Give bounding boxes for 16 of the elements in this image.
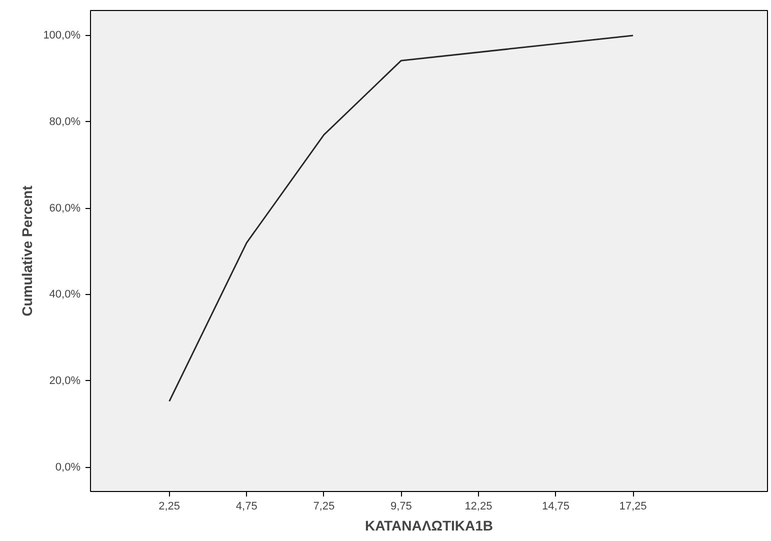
x-tick-label: 7,25	[313, 500, 335, 512]
x-tick-label: 12,25	[464, 500, 492, 512]
x-tick-label: 2,25	[158, 500, 180, 512]
x-axis-title: ΚΑΤΑΝΑΛΩΤΙΚΑ1Β	[364, 518, 494, 534]
x-tick-label: 4,75	[236, 500, 258, 512]
y-tick-label: 20,0%	[49, 374, 81, 387]
y-tick-label: 60,0%	[49, 202, 81, 214]
x-tick-label: 14,75	[542, 500, 570, 512]
x-tick-label: 9,75	[390, 500, 412, 512]
y-tick-label: 0,0%	[55, 461, 81, 474]
line-series	[168, 34, 634, 402]
y-tick-label: 80,0%	[49, 116, 81, 128]
y-tick-label: 100,0%	[43, 30, 81, 42]
x-tick-label: 17,25	[619, 500, 647, 512]
y-tick-label: 40,0%	[49, 288, 81, 301]
y-axis-title: Cumulative Percent	[19, 185, 36, 316]
